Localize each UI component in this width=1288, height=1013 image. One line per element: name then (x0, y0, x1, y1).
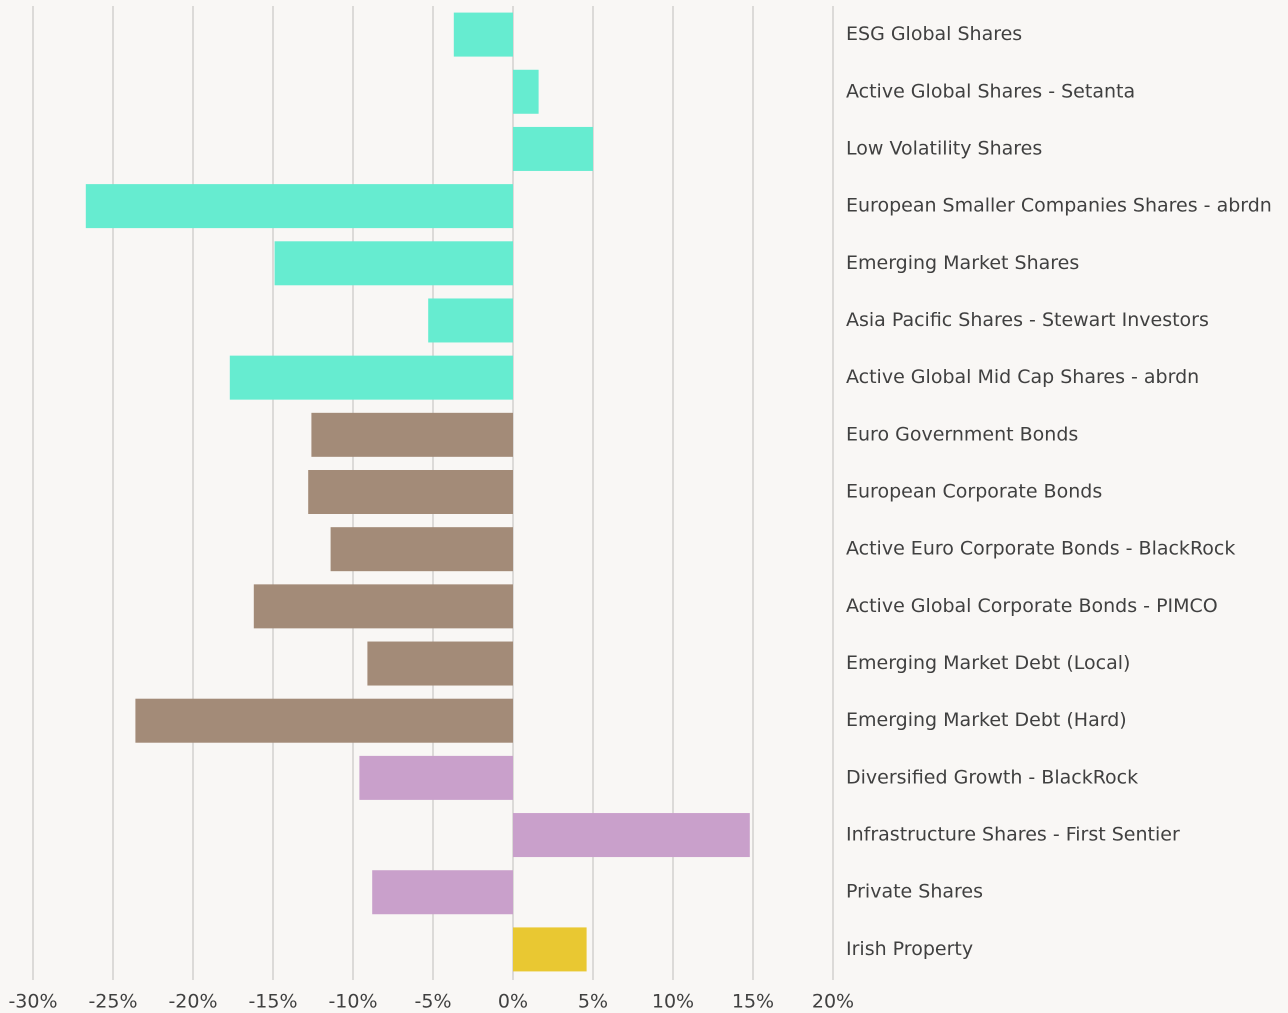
bar (513, 69, 539, 114)
bar (135, 698, 513, 743)
x-tick-label: -20% (168, 991, 217, 1013)
bar (311, 412, 513, 457)
category-label: Irish Property (846, 938, 973, 960)
bar (367, 641, 513, 686)
category-label: Active Global Shares - Setanta (846, 80, 1135, 102)
bar (274, 241, 513, 286)
bar (372, 870, 513, 915)
x-tick-label: -15% (248, 991, 297, 1013)
bar (359, 755, 513, 800)
bar (229, 355, 514, 400)
bar (513, 927, 587, 972)
bar (513, 126, 593, 171)
category-label: Asia Pacific Shares - Stewart Investors (846, 309, 1209, 331)
category-label: Euro Government Bonds (846, 423, 1078, 445)
category-label: Emerging Market Shares (846, 252, 1079, 274)
x-tick-label: -5% (415, 991, 452, 1013)
category-label: Private Shares (846, 881, 983, 903)
x-tick-label: -30% (8, 991, 57, 1013)
category-label: Active Euro Corporate Bonds - BlackRock (846, 538, 1235, 560)
category-label: Low Volatility Shares (846, 137, 1042, 159)
x-tick-label: 15% (732, 991, 774, 1013)
category-label: Diversified Growth - BlackRock (846, 766, 1138, 788)
category-label: European Smaller Companies Shares - abrd… (846, 195, 1272, 217)
category-label: ESG Global Shares (846, 23, 1022, 45)
bar (85, 184, 514, 229)
bar (453, 12, 513, 57)
category-label: European Corporate Bonds (846, 481, 1102, 503)
x-tick-label: 10% (652, 991, 694, 1013)
x-tick-label: 0% (498, 991, 528, 1013)
bar (253, 584, 514, 629)
x-tick-label: -10% (328, 991, 377, 1013)
x-tick-label: -25% (88, 991, 137, 1013)
x-tick-label: 5% (578, 991, 608, 1013)
x-tick-label: 20% (812, 991, 854, 1013)
category-label: Active Global Corporate Bonds - PIMCO (846, 595, 1218, 617)
category-label: Active Global Mid Cap Shares - abrdn (846, 366, 1199, 388)
category-label: Emerging Market Debt (Hard) (846, 709, 1127, 731)
bar (428, 298, 513, 343)
bar (330, 527, 513, 572)
bar (513, 813, 750, 858)
category-label: Emerging Market Debt (Local) (846, 652, 1130, 674)
category-label: Infrastructure Shares - First Sentier (846, 824, 1180, 846)
bar (308, 470, 513, 514)
